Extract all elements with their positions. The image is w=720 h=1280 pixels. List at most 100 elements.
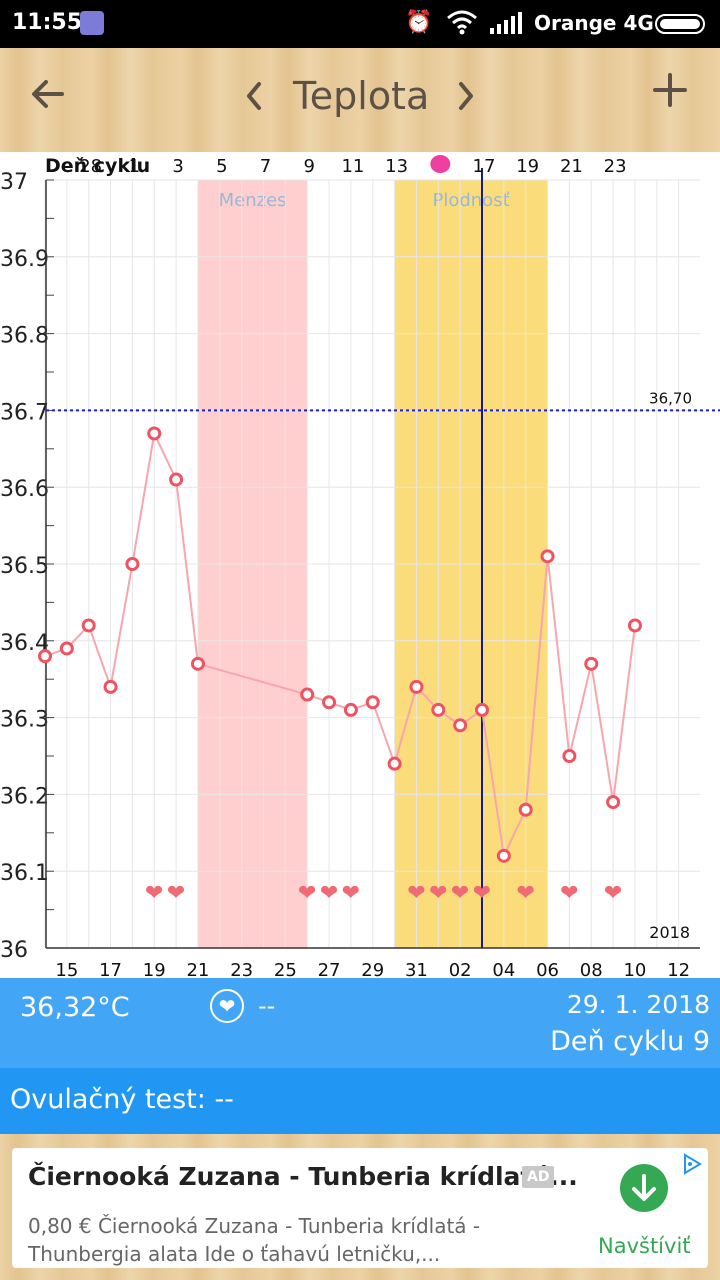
ad-description-line1: 0,80 € Čiernooká Zuzana - Tunberia krídl…: [28, 1214, 481, 1238]
top-tick-label: 19: [516, 156, 539, 177]
heart-icon: ❤: [298, 881, 316, 906]
bottom-tick-label: 17: [99, 960, 122, 978]
bottom-tick-label: 29: [361, 960, 384, 978]
sex-value: --: [258, 992, 276, 1020]
temperature-point: [453, 718, 468, 733]
temperature-value: 36,32°C: [20, 992, 130, 1023]
bottom-tick-label: 10: [623, 960, 646, 978]
chevron-left-icon[interactable]: [243, 78, 265, 121]
year-label: 2018: [649, 923, 690, 942]
bottom-tick-label: 31: [405, 960, 428, 978]
adchoices-icon[interactable]: [680, 1152, 704, 1176]
temperature-point: [540, 549, 555, 564]
bottom-tick-label: 02: [449, 960, 472, 978]
carrier-label: Orange 4G: [534, 11, 654, 35]
download-arrow-icon[interactable]: [620, 1164, 668, 1212]
bottom-tick-label: 06: [536, 960, 559, 978]
y-tick-label: 36.8: [0, 324, 49, 349]
top-axis-label: Deň cyklu: [45, 155, 150, 177]
cycle-day-label: Deň cyklu 9: [550, 1026, 710, 1057]
selected-date: 29. 1. 2018: [566, 990, 710, 1019]
bottom-tick-label: 25: [274, 960, 297, 978]
ovulation-test-bar[interactable]: Ovulačný test: --: [0, 1068, 720, 1134]
ovulation-marker-icon: [430, 155, 451, 173]
back-arrow-icon[interactable]: [30, 76, 66, 119]
temperature-point: [409, 679, 424, 694]
ad-title[interactable]: Čiernooká Zuzana - Tunberia krídlatá...: [28, 1162, 578, 1191]
temperature-point: [300, 687, 315, 702]
temperature-point: [343, 702, 358, 717]
heart-circle-icon: ❤: [210, 989, 244, 1023]
chart-svg: Menzes Plodnosť3736.936.836.736.636.536.4…: [0, 155, 720, 978]
heart-icon: ❤: [167, 881, 185, 906]
ad-description-line2: Thunbergia alata Ide o ťahavú letničku,.…: [28, 1242, 441, 1266]
heart-icon: ❤: [560, 881, 578, 906]
top-tick-label: 23: [604, 156, 627, 177]
temperature-point: [431, 702, 446, 717]
temperature-point: [103, 679, 118, 694]
y-tick-label: 36.1: [0, 861, 49, 886]
app-notification-icon: [80, 11, 104, 35]
heart-icon: ❤: [604, 881, 622, 906]
y-tick-label: 37: [0, 170, 28, 195]
bottom-tick-label: 23: [230, 960, 253, 978]
temperature-point: [606, 795, 621, 810]
top-tick-label: 17: [473, 156, 496, 177]
top-tick-label: 7: [260, 156, 271, 177]
ad-card[interactable]: Čiernooká Zuzana - Tunberia krídlatá... …: [12, 1148, 708, 1268]
bottom-tick-label: 27: [318, 960, 341, 978]
top-tick-label: 28: [79, 156, 102, 177]
temperature-point: [81, 618, 96, 633]
y-tick-label: 36: [0, 938, 28, 963]
heart-icon: ❤: [342, 881, 360, 906]
bottom-tick-label: 21: [186, 960, 209, 978]
y-tick-label: 36.3: [0, 708, 49, 733]
temperature-point: [562, 749, 577, 763]
bottom-tick-label: 08: [580, 960, 603, 978]
status-time: 11:55: [12, 10, 83, 35]
top-tick-label: 5: [216, 156, 227, 177]
bottom-tick-label: 19: [143, 960, 166, 978]
temperature-point: [38, 649, 52, 664]
threshold-label: 36,70: [649, 389, 692, 407]
chevron-right-icon[interactable]: [455, 78, 477, 121]
temperature-point: [322, 695, 337, 710]
top-tick-label: 11: [341, 156, 364, 177]
alarm-icon: ⏰: [405, 10, 433, 35]
top-tick-label: 21: [560, 156, 583, 177]
temperature-line: [44, 430, 636, 860]
bottom-tick-label: 15: [55, 960, 78, 978]
ad-visit-button[interactable]: Navštíviť: [598, 1234, 691, 1258]
heart-icon: ❤: [407, 881, 425, 906]
phase-band-label: Menzes: [219, 190, 287, 211]
temperature-point: [125, 557, 140, 571]
heart-icon: ❤: [429, 881, 447, 906]
temperature-point: [475, 702, 489, 717]
y-tick-label: 36.9: [0, 247, 49, 272]
temperature-point: [627, 618, 642, 633]
temperature-chart[interactable]: Menzes Plodnosť 37 36.9 36.8 36.7 36.6 36.5 36.4…: [0, 152, 720, 978]
top-tick-label: 1: [129, 156, 140, 177]
temperature-point: [387, 756, 402, 771]
y-tick-label: 36.5: [0, 554, 49, 579]
ovulation-test-label: Ovulačný test: --: [10, 1084, 234, 1115]
ad-container: Čiernooká Zuzana - Tunberia krídlatá... …: [0, 1134, 720, 1280]
toolbar: Teplota: [0, 48, 720, 152]
battery-icon: [655, 14, 705, 34]
status-bar: 11:55 ⏰ Orange 4G: [0, 0, 720, 48]
heart-icon: ❤: [516, 881, 534, 906]
bottom-tick-label: 12: [667, 960, 690, 978]
temperature-point: [496, 848, 511, 863]
wifi-icon: [446, 9, 478, 41]
temperature-point: [365, 695, 380, 710]
phase-band-label: Plodnosť: [432, 190, 509, 211]
heart-icon: ❤: [451, 881, 469, 906]
y-tick-label: 36.6: [0, 477, 49, 502]
heart-icon: ❤: [473, 881, 491, 906]
temperature-point: [169, 472, 184, 487]
heart-icon: ❤: [320, 881, 338, 906]
info-bar[interactable]: 36,32°C ❤ -- 29. 1. 2018 Deň cyklu 9: [0, 978, 720, 1068]
y-tick-label: 36.7: [0, 400, 49, 425]
add-plus-icon[interactable]: [652, 72, 688, 116]
temperature-point: [190, 656, 205, 671]
